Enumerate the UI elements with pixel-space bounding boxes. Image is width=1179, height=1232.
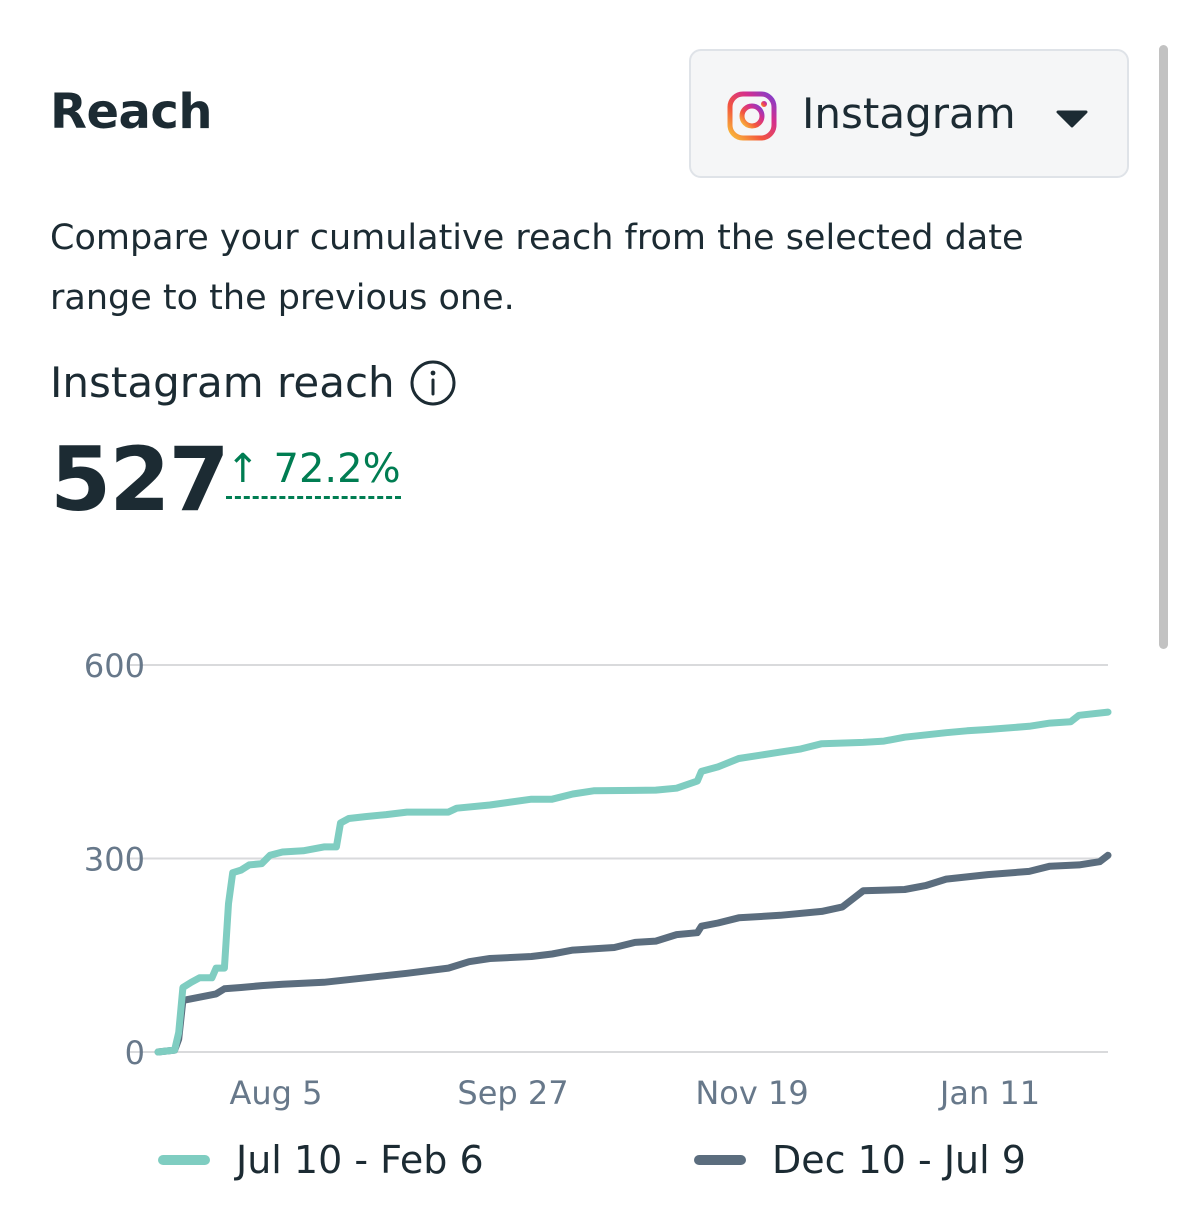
scrollbar[interactable]: [1159, 45, 1168, 649]
y-tick-label: 0: [125, 1034, 145, 1072]
metric-label-text: Instagram reach: [50, 358, 395, 407]
y-tick-label: 600: [84, 647, 145, 685]
legend-swatch-current: [158, 1155, 210, 1165]
platform-select-value: Instagram: [802, 89, 1016, 138]
metric-label: Instagram reach: [50, 358, 457, 407]
description: Compare your cumulative reach from the s…: [50, 218, 1024, 318]
x-tick-label: Sep 27: [457, 1074, 568, 1112]
legend-label-previous: Dec 10 - Jul 9: [772, 1138, 1026, 1182]
info-icon[interactable]: [409, 359, 457, 407]
arrow-up-icon: ↑: [226, 446, 260, 492]
page-title: Reach: [50, 84, 213, 140]
metric-change-value: 72.2%: [273, 446, 401, 492]
x-tick-label: Nov 19: [695, 1074, 808, 1112]
metric-value: 527: [50, 428, 230, 531]
platform-select[interactable]: Instagram: [689, 49, 1129, 178]
instagram-icon: [727, 91, 777, 141]
caret-down-icon: [1056, 110, 1088, 128]
legend-item-current[interactable]: Jul 10 - Feb 6: [158, 1138, 484, 1182]
series-line-current: [154, 708, 1112, 1056]
series-line-previous: [154, 851, 1112, 1056]
legend-label-current: Jul 10 - Feb 6: [236, 1138, 484, 1182]
legend-item-previous[interactable]: Dec 10 - Jul 9: [694, 1138, 1026, 1182]
y-tick-label: 300: [84, 841, 145, 879]
x-tick-label: Aug 5: [229, 1074, 322, 1112]
x-tick-label: Jan 11: [938, 1074, 1040, 1112]
legend-swatch-previous: [694, 1155, 746, 1165]
metric-change[interactable]: ↑ 72.2%: [226, 446, 401, 499]
reach-chart: 0 300 600 Aug 5 Sep 27 Nov 19 Jan 11: [84, 647, 1112, 1112]
